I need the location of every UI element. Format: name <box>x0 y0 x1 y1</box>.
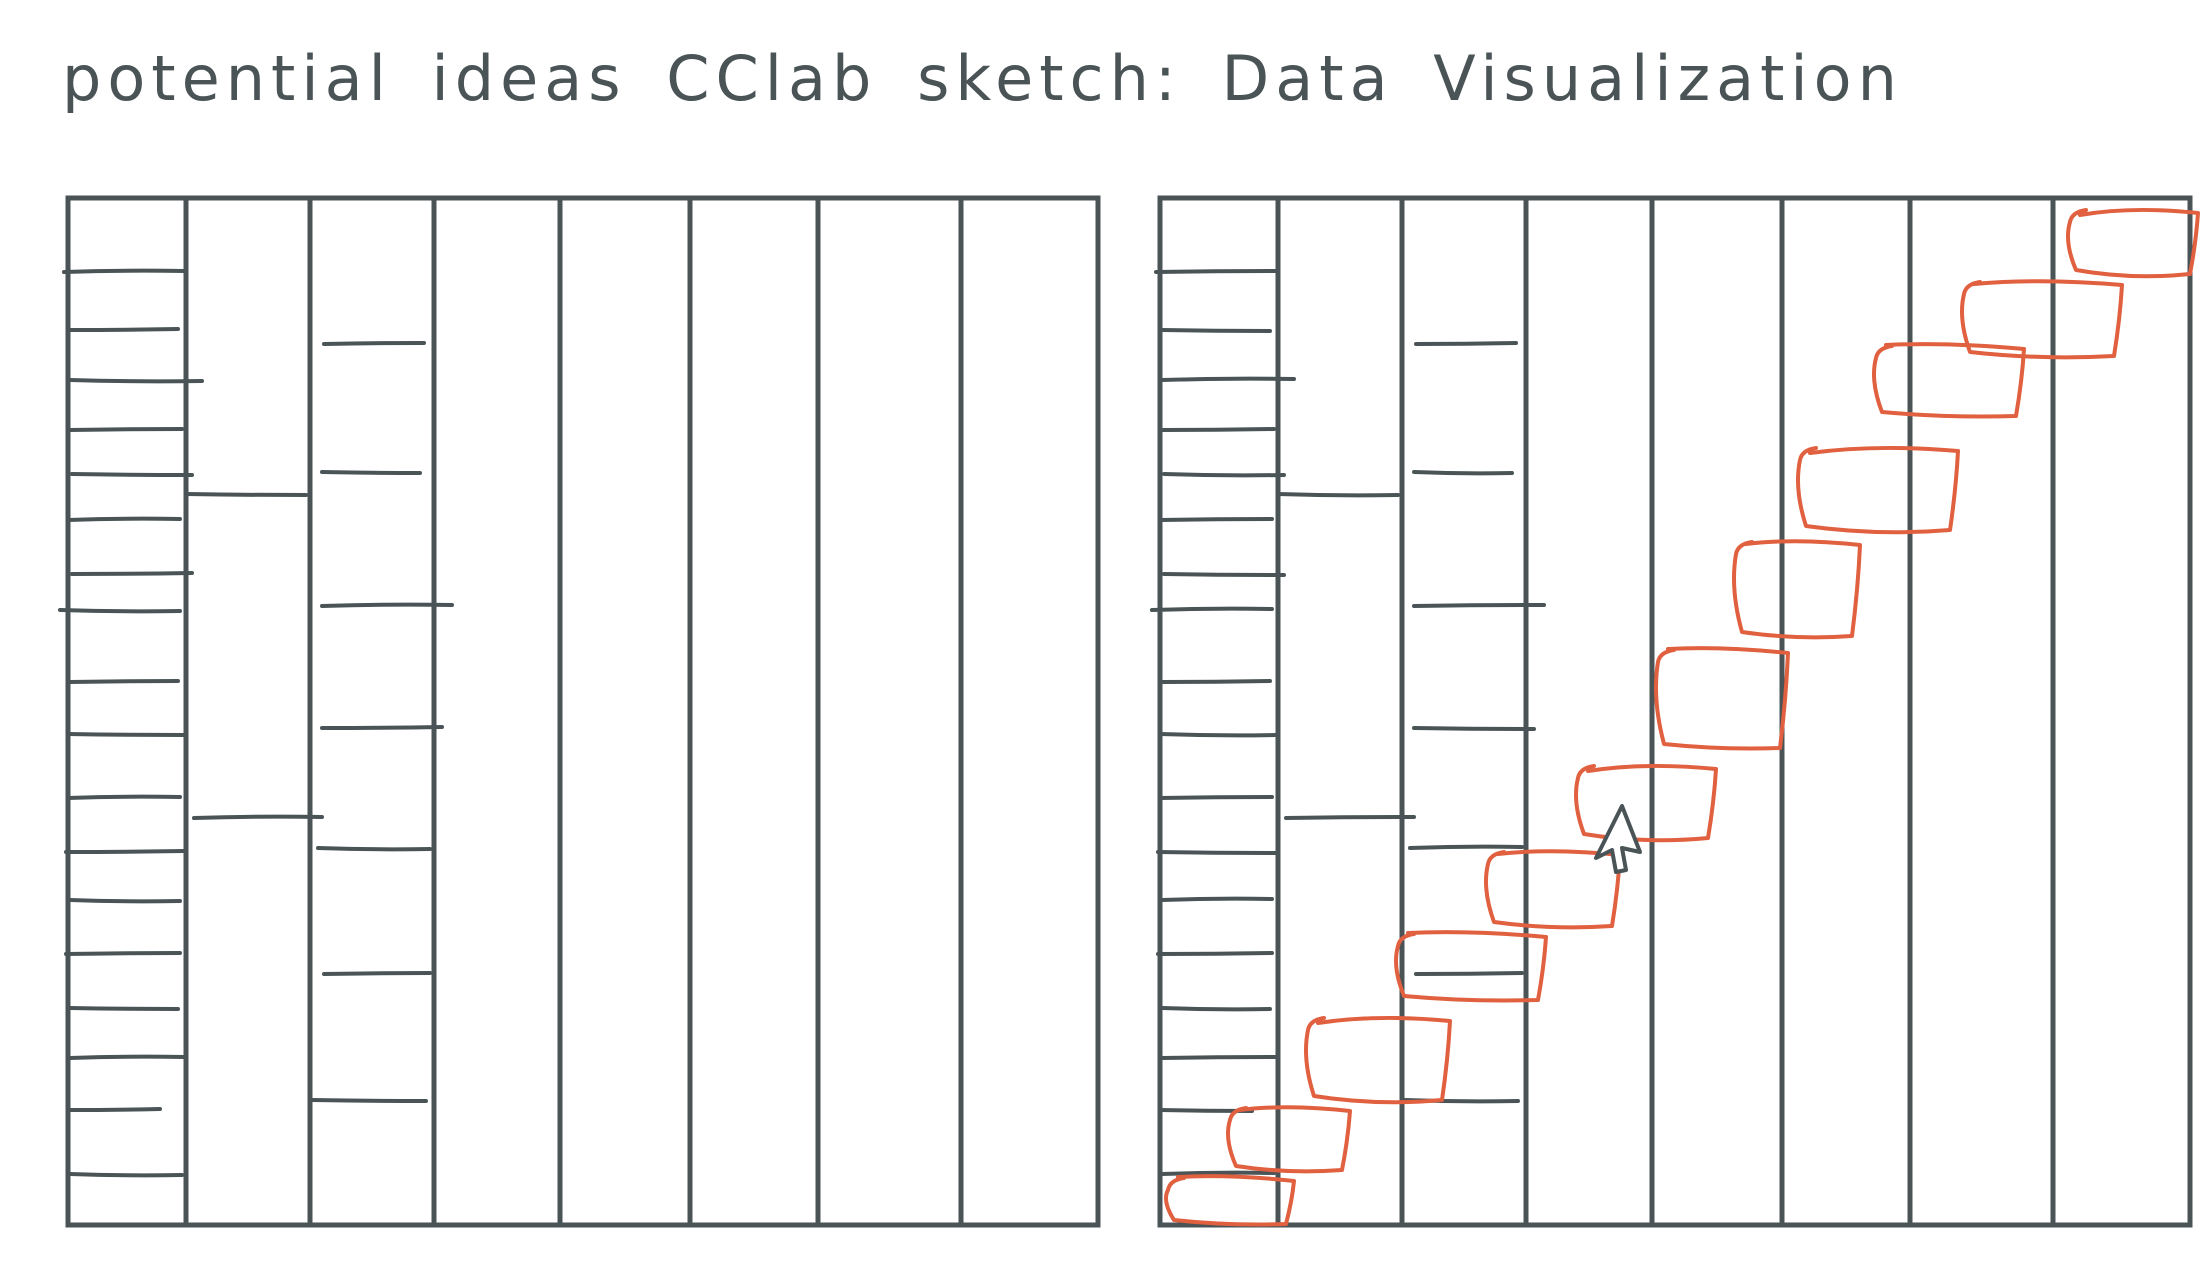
tick-mark <box>1158 732 1278 738</box>
tick-mark <box>320 470 422 475</box>
tick-mark <box>1160 427 1276 432</box>
staircase-block <box>1654 646 1790 751</box>
tick-mark <box>1276 492 1400 498</box>
tick-mark <box>1412 726 1536 731</box>
grid-panel-plain <box>58 195 1101 1228</box>
staircase-block <box>1872 342 2026 419</box>
grid-frame <box>65 195 1101 1228</box>
tick-mark <box>310 1098 428 1103</box>
arrow-cursor-shape <box>1594 804 1642 874</box>
tick-mark <box>1162 472 1286 478</box>
tick-mark <box>322 971 432 976</box>
tick-mark <box>1414 341 1518 346</box>
tick-mark <box>1284 815 1416 820</box>
tick-mark <box>1156 951 1274 956</box>
arrow-cursor-icon <box>1594 804 1642 874</box>
tick-mark <box>64 849 186 854</box>
tick-mark <box>68 378 204 384</box>
tick-mark <box>320 725 444 730</box>
tick-mark <box>68 1172 184 1178</box>
tick-mark <box>1412 470 1514 476</box>
tick-mark <box>70 571 194 576</box>
tick-mark <box>316 846 432 852</box>
tick-mark <box>68 898 182 904</box>
staircase-block <box>1574 763 1718 843</box>
staircase-block <box>1484 849 1622 930</box>
tick-mark <box>1156 850 1278 855</box>
staircase-block <box>1226 1105 1352 1174</box>
tick-mark <box>1160 896 1274 902</box>
tick-mark <box>1408 844 1524 850</box>
tick-mark <box>70 472 194 477</box>
tick-mark <box>1160 679 1272 684</box>
grid-frame <box>1157 195 2193 1228</box>
staircase-block <box>1796 445 1960 535</box>
tick-mark <box>1158 795 1274 800</box>
tick-mark <box>322 341 426 346</box>
tick-mark <box>192 814 324 820</box>
tick-mark <box>1154 269 1278 274</box>
grid-panel-staircase <box>1150 195 2200 1228</box>
staircase-block <box>1394 930 1548 1003</box>
tick-mark <box>68 327 180 332</box>
tick-mark <box>68 427 184 432</box>
tick-mark <box>1160 1055 1278 1060</box>
tick-mark <box>66 732 186 737</box>
tick-mark <box>1162 572 1286 577</box>
tick-mark <box>68 1054 186 1060</box>
tick-mark <box>62 268 186 274</box>
tick-mark <box>1160 1006 1272 1012</box>
tick-mark <box>1160 328 1272 333</box>
staircase-block <box>2066 207 2200 279</box>
tick-mark <box>1160 1170 1276 1176</box>
tick-mark <box>66 1107 162 1112</box>
tick-mark <box>184 492 308 497</box>
tick-mark <box>1160 376 1296 382</box>
staircase-block <box>1164 1174 1296 1227</box>
tick-mark <box>1412 603 1546 608</box>
tick-mark <box>68 1006 180 1011</box>
page-title: potential ideas CClab sketch: Data Visua… <box>62 42 1903 115</box>
tick-mark <box>1150 606 1274 612</box>
tick-mark <box>66 516 182 522</box>
tick-mark <box>58 608 182 614</box>
tick-mark <box>1158 517 1274 522</box>
tick-mark <box>64 951 182 956</box>
tick-mark <box>320 602 454 608</box>
tick-mark <box>68 679 180 684</box>
staircase-block <box>1960 279 2124 360</box>
tick-mark <box>66 794 182 800</box>
staircase-block <box>1732 539 1862 640</box>
staircase-block <box>1304 1015 1452 1105</box>
tick-mark <box>1414 971 1524 976</box>
